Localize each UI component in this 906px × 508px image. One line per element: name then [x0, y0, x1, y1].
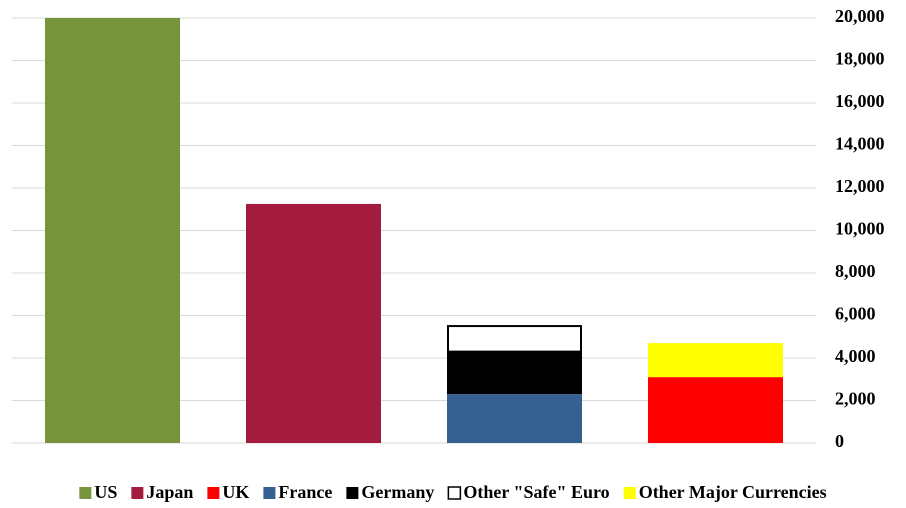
bar-segment [246, 203, 381, 443]
y-tick-label: 20,000 [835, 6, 885, 26]
legend-swatch [207, 487, 220, 499]
legend-label: Germany [361, 482, 434, 502]
legend-swatch [263, 487, 276, 499]
legend-swatch [623, 487, 636, 499]
y-tick-label: 6,000 [835, 304, 876, 324]
legend-label: Other "Safe" Euro [463, 482, 609, 502]
legend-swatch [131, 487, 144, 499]
bar-segment [447, 394, 582, 443]
bar-segment [447, 351, 582, 395]
legend-label: Japan [146, 482, 193, 502]
legend-label: UK [222, 482, 249, 502]
y-tick-label: 10,000 [835, 219, 885, 239]
legend-swatch [447, 486, 462, 500]
y-tick-label: 4,000 [835, 346, 876, 366]
bar-segment [447, 325, 582, 353]
y-tick-label: 2,000 [835, 389, 876, 409]
bar-segment [648, 343, 783, 378]
y-tick-label: 14,000 [835, 134, 885, 154]
y-tick-label: 16,000 [835, 91, 885, 111]
legend-swatch [79, 487, 92, 499]
bar-segment [648, 377, 783, 443]
bar-segment [45, 18, 180, 443]
y-tick-label: 12,000 [835, 176, 885, 196]
y-tick-label: 18,000 [835, 49, 885, 69]
y-tick-label: 8,000 [835, 261, 876, 281]
y-tick-label: 0 [835, 431, 844, 451]
legend-label: Other Major Currencies [639, 482, 827, 502]
legend-label: US [94, 482, 117, 502]
legend-label: France [278, 482, 332, 502]
legend-swatch [346, 487, 359, 499]
